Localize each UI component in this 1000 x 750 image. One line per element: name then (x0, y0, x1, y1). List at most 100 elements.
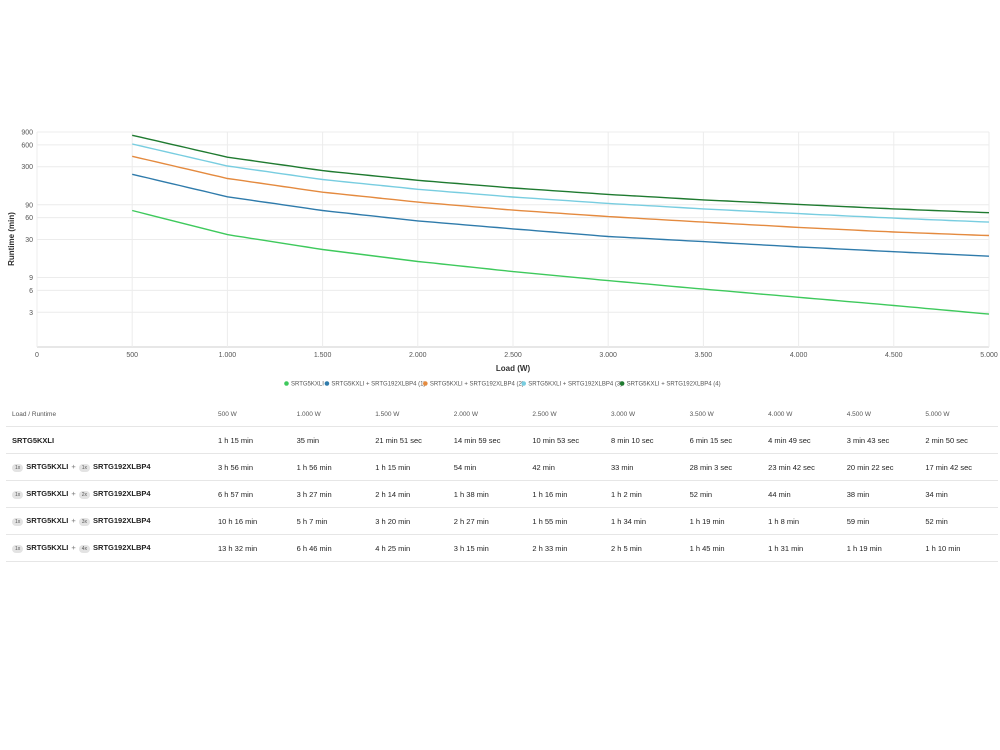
ups-quantity-badge: 1x (12, 463, 24, 472)
x-tick-label: 2.000 (409, 352, 427, 359)
x-tick-label: 3.000 (599, 352, 617, 359)
plus-sign: + (71, 516, 76, 526)
plus-sign: + (71, 462, 76, 472)
table-header-cell: 3.500 W (683, 402, 763, 427)
runtime-cell: 2 h 33 min (526, 534, 605, 562)
battery-quantity-badge: 1x (78, 463, 91, 472)
legend-label-2: SRTG5KXLI + SRTG192XLBP4 (1) (331, 382, 425, 388)
y-tick-label: 6 (29, 288, 33, 295)
row-configuration: 1x SRTG5KXLI +1x SRTG192XLBP4 (6, 453, 212, 481)
runtime-cell: 44 min (762, 480, 841, 508)
y-tick-label: 60 (25, 215, 33, 222)
runtime-cell: 54 min (447, 453, 527, 481)
ups-model-name: SRTG5KXLI (26, 489, 69, 499)
legend-label-3: SRTG5KXLI + SRTG192XLBP4 (2) (430, 382, 524, 388)
series-line-4 (132, 143, 990, 223)
plus-sign: + (71, 489, 76, 499)
series-line-5 (132, 134, 990, 214)
runtime-cell: 1 h 19 min (840, 534, 920, 562)
y-tick-label: 3 (29, 310, 33, 317)
x-tick-label: 4.500 (885, 352, 903, 359)
runtime-cell: 34 min (919, 480, 998, 508)
ups-model-name: SRTG5KXLI (26, 462, 69, 472)
y-tick-label: 30 (25, 237, 33, 244)
ups-model-name: SRTG5KXLI (12, 435, 55, 445)
runtime-cell: 6 min 15 sec (683, 426, 763, 454)
ups-model-name: SRTG5KXLI (26, 516, 69, 526)
runtime-cell: 17 min 42 sec (919, 453, 998, 481)
ups-model-name: SRTG5KXLI (26, 543, 69, 553)
ups-quantity-badge: 1x (12, 544, 24, 553)
runtime-cell: 1 h 31 min (762, 534, 841, 562)
runtime-cell: 10 min 53 sec (526, 426, 605, 454)
runtime-cell: 1 h 38 min (447, 480, 527, 508)
runtime-cell: 1 h 16 min (526, 480, 605, 508)
battery-model-name: SRTG192XLBP4 (93, 462, 151, 472)
legend-label-5: SRTG5KXLI + SRTG192XLBP4 (4) (627, 382, 721, 388)
runtime-cell: 3 h 56 min (212, 453, 291, 481)
runtime-cell: 5 h 7 min (290, 507, 370, 535)
table-row: 1x SRTG5KXLI +4x SRTG192XLBP4 13 h 32 min 6 h… (6, 534, 998, 562)
legend-marker-2 (324, 381, 330, 386)
y-tick-label: 90 (25, 202, 33, 209)
x-axis-ticks: 0 500 1.000 1.500 2.000 2.500 3.000 3.500 4.000 4… (35, 352, 998, 359)
battery-model-name: SRTG192XLBP4 (93, 543, 151, 553)
chart-legend: SRTG5KXLI SRTG5KXLI + SRTG192XLBP4 (1) SRT… (284, 381, 721, 388)
runtime-cell: 1 h 2 min (604, 480, 684, 508)
runtime-cell: 3 h 20 min (369, 507, 448, 535)
ups-quantity-badge: 1x (12, 517, 24, 526)
battery-model-name: SRTG192XLBP4 (93, 516, 151, 526)
runtime-cell: 3 h 15 min (447, 534, 527, 562)
series-line-3 (132, 155, 990, 237)
table-header-cell: 4.000 W (762, 402, 841, 427)
runtime-cell: 4 min 49 sec (762, 426, 841, 454)
table-header-cell: 1.500 W (369, 402, 448, 427)
row-configuration: 1x SRTG5KXLI +3x SRTG192XLBP4 (6, 507, 212, 535)
runtime-cell: 8 min 10 sec (604, 426, 684, 454)
runtime-cell: 14 min 59 sec (447, 426, 527, 454)
y-tick-label: 600 (21, 142, 33, 149)
x-axis-title: Load (W) (496, 364, 531, 373)
table-row: 1x SRTG5KXLI +1x SRTG192XLBP4 3 h 56 min 1 h … (6, 453, 998, 481)
table-header-row: Load / Runtime 500 W 1.000 W 1.500 W 2.000 … (6, 402, 998, 427)
table-row: 1x SRTG5KXLI +2x SRTG192XLBP4 6 h 57 min 3 h … (6, 480, 998, 508)
runtime-cell: 35 min (290, 426, 370, 454)
chart-grid (36, 131, 990, 348)
x-tick-label: 1.000 (219, 352, 237, 359)
table-body: SRTG5KXLI 1 h 15 min 35 min 21 min 51 sec 14… (6, 426, 998, 562)
runtime-cell: 1 h 8 min (762, 507, 841, 535)
y-tick-label: 9 (29, 275, 33, 282)
x-tick-label: 500 (126, 352, 138, 359)
runtime-cell: 23 min 42 sec (762, 453, 841, 481)
runtime-cell: 21 min 51 sec (369, 426, 448, 454)
runtime-cell: 1 h 55 min (526, 507, 605, 535)
runtime-cell: 1 h 15 min (212, 426, 291, 454)
table-row: SRTG5KXLI 1 h 15 min 35 min 21 min 51 sec 14… (6, 426, 998, 454)
runtime-cell: 10 h 16 min (212, 507, 291, 535)
series-line-1 (132, 209, 990, 315)
table-header-cell: 2.500 W (526, 402, 605, 427)
runtime-cell: 1 h 34 min (604, 507, 684, 535)
y-axis-ticks: 3 6 9 30 60 90 300 600 900 (21, 130, 33, 317)
battery-model-name: SRTG192XLBP4 (93, 489, 151, 499)
runtime-cell: 2 h 5 min (604, 534, 684, 562)
table-header-cell: 3.000 W (604, 402, 684, 427)
runtime-cell: 52 min (683, 480, 763, 508)
runtime-cell: 59 min (840, 507, 920, 535)
runtime-cell: 1 h 15 min (369, 453, 448, 481)
table-header-cell: 2.000 W (447, 402, 527, 427)
runtime-cell: 33 min (604, 453, 684, 481)
runtime-cell: 3 h 27 min (290, 480, 370, 508)
row-configuration: SRTG5KXLI (6, 426, 212, 454)
legend-label-4: SRTG5KXLI + SRTG192XLBP4 (3) (528, 382, 622, 388)
row-configuration: 1x SRTG5KXLI +2x SRTG192XLBP4 (6, 480, 212, 508)
series-line-2 (132, 173, 990, 257)
battery-quantity-badge: 4x (78, 544, 91, 553)
runtime-cell: 1 h 56 min (290, 453, 370, 481)
plus-sign: + (71, 543, 76, 553)
runtime-cell: 2 h 27 min (447, 507, 527, 535)
table-header-cell: 4.500 W (840, 402, 920, 427)
legend-marker-4 (521, 381, 527, 386)
runtime-cell: 6 h 57 min (212, 480, 291, 508)
runtime-cell: 2 min 50 sec (919, 426, 998, 454)
